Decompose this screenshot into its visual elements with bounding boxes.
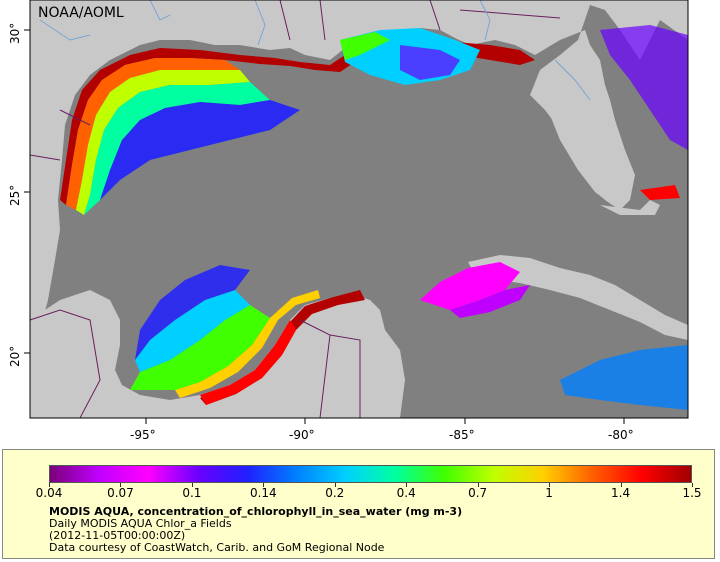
- chl-band-north-yellow: [76, 70, 250, 215]
- political-borders: [29, 0, 561, 419]
- chl-band-south-orange: [200, 320, 296, 405]
- lat-label-25: 25°: [8, 184, 22, 206]
- map-svg: [24, 0, 689, 424]
- colorbar-tick-label: 0.7: [468, 486, 488, 500]
- map-frame: [29, 0, 689, 419]
- legend-panel: 0.04 0.07 0.1 0.14 0.2 0.4 0.7 1 1.4 1.5 MODIS AQ…: [2, 449, 715, 559]
- colorbar-tick-mark: [549, 483, 551, 487]
- lon-ticks: [145, 418, 625, 424]
- colorbar-tick-mark: [49, 483, 50, 487]
- chl-band-north-red: [60, 35, 535, 205]
- lat-label-30: 30°: [8, 22, 22, 44]
- chl-patch-south-green: [130, 305, 270, 390]
- colorbar-tick-mark: [334, 483, 336, 487]
- chl-band-north-green: [84, 82, 270, 215]
- chl-patch-south-cyan: [135, 290, 250, 372]
- colorbar-tick-label: 0.14: [249, 486, 277, 500]
- chl-patch-north-blue: [100, 100, 300, 200]
- colorbar-tick-label: 0.1: [182, 486, 202, 500]
- colorbar-tick-mark: [477, 483, 479, 487]
- chl-patch-atlantic-blue: [600, 25, 688, 150]
- colorbar-tick-label: 1.4: [611, 486, 631, 500]
- rivers: [39, 0, 591, 101]
- land-keys: [600, 200, 660, 215]
- legend-line3: (2012-11-05T00:00:00Z): [49, 529, 186, 542]
- colorbar-tick-label: 0.04: [35, 486, 63, 500]
- colorbar-tick-mark: [191, 483, 193, 487]
- colorbar-tick-mark: [120, 483, 122, 487]
- legend-title: MODIS AQUA, concentration_of_chlorophyll…: [49, 505, 463, 518]
- chl-patch-south-blue: [135, 265, 250, 360]
- chl-patch-northeast-green: [340, 32, 390, 60]
- chl-patch-northeast-blue: [400, 45, 460, 80]
- colorbar-tick-label: 0.2: [325, 486, 345, 500]
- land-mexico: [30, 290, 405, 418]
- land-north-america: [30, 0, 688, 335]
- legend-line2: Daily MODIS AQUA Chlor_a Fields: [49, 517, 232, 530]
- colorbar-tick-mark: [406, 483, 408, 487]
- colorbar-tick-label: 0.07: [107, 486, 134, 500]
- map-credit: NOAA/AOML: [38, 5, 124, 21]
- colorbar: [49, 465, 692, 483]
- lat-label-20: 20°: [8, 345, 22, 367]
- legend-line4: Data courtesy of CoastWatch, Carib. and …: [49, 541, 385, 554]
- map-panel: NOAA/AOML -95° -90° -85° -80° 30° 25° 20…: [8, 0, 689, 442]
- chl-patch-caribbean-blue: [560, 345, 688, 410]
- colorbar-tick-label: 1.5: [682, 486, 702, 500]
- lon-label-80: -80°: [608, 428, 634, 442]
- chl-patch-cuba-purple: [450, 285, 530, 318]
- colorbar-tick-mark: [620, 483, 622, 487]
- lon-label-85: -85°: [449, 428, 475, 442]
- colorbar-tick-label: 1: [545, 486, 553, 500]
- lon-label-95: -95°: [130, 428, 156, 442]
- land-cuba: [468, 255, 688, 340]
- chl-patch-keys-red: [640, 185, 680, 200]
- land-florida: [540, 55, 630, 205]
- colorbar-tick-label: 0.4: [396, 486, 416, 500]
- lon-label-90: -90°: [289, 428, 315, 442]
- chl-band-south-yellow: [175, 290, 320, 398]
- colorbar-tick-mark: [263, 483, 265, 487]
- colorbar-tick-mark: [692, 483, 693, 487]
- chl-patch-cuba-magenta: [420, 262, 520, 310]
- lat-ticks: [24, 29, 30, 354]
